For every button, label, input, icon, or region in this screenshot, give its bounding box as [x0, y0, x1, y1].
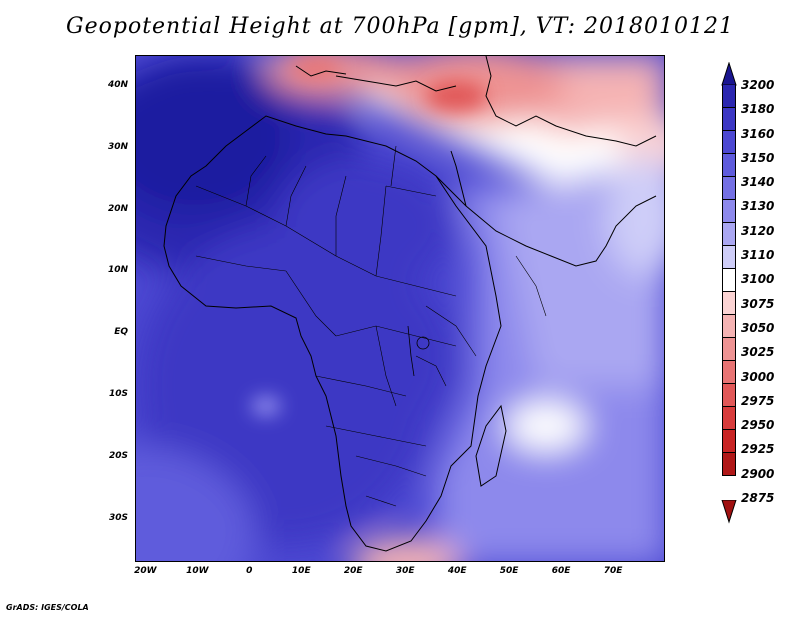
lon-label: 20W	[134, 566, 157, 576]
lake-victoria	[416, 336, 430, 350]
coastlines	[163, 56, 657, 552]
grads-credit: GrADS: IGES/COLA	[6, 603, 89, 612]
lat-label: 20N	[107, 203, 128, 214]
colorbar-label: 3180	[741, 102, 775, 116]
colorbar-label: 2975	[741, 394, 775, 408]
colorbar-segment	[722, 246, 736, 269]
colorbar-label: 2925	[741, 442, 775, 456]
map-plot-area	[135, 55, 665, 562]
colorbar-legend: 3200 3180 3160 3150 3140 3130 3120 3110 …	[721, 62, 782, 560]
lon-label: 10W	[186, 566, 209, 576]
colorbar-segment	[722, 108, 736, 131]
colorbar-label: 3120	[741, 224, 775, 238]
lon-label: 40E	[447, 566, 467, 576]
lon-label: 70E	[603, 566, 623, 576]
lon-label: 0	[246, 566, 253, 576]
colorbar-label: 2875	[741, 491, 775, 505]
lat-label: 30S	[108, 512, 128, 523]
colorbar-segment	[722, 200, 736, 223]
lat-label: 40N	[107, 79, 128, 90]
lat-label: 30N	[107, 141, 128, 152]
lat-label: 20S	[108, 450, 128, 461]
lake-tanganyika	[407, 325, 415, 377]
colorbar-top-arrow	[721, 62, 737, 86]
colorbar-label: 3100	[741, 272, 775, 286]
colorbar-segment	[722, 292, 736, 315]
colorbar-label: 2950	[741, 418, 775, 432]
colorbar-segment	[722, 407, 736, 430]
colorbar-segment	[722, 223, 736, 246]
colorbar-segment	[722, 453, 736, 476]
colorbar-segment	[722, 85, 736, 108]
lon-label: 20E	[343, 566, 363, 576]
colorbar-label: 3025	[741, 345, 775, 359]
colorbar-segment	[722, 338, 736, 361]
colorbar-label: 3075	[741, 297, 775, 311]
lon-label: 50E	[499, 566, 519, 576]
lon-label: 10E	[291, 566, 311, 576]
country-borders	[195, 145, 547, 507]
colorbar-segment	[722, 131, 736, 154]
map-title: Geopotential Height at 700hPa [gpm], VT:…	[66, 14, 734, 39]
geopotential-field	[136, 56, 664, 561]
colorbar-segment	[722, 154, 736, 177]
lat-label: EQ	[114, 327, 128, 338]
colorbar-label: 3110	[741, 248, 775, 262]
colorbar-label: 3160	[741, 127, 775, 141]
colorbar-label: 3000	[741, 370, 775, 384]
colorbar-segment	[722, 177, 736, 200]
lat-label: 10N	[107, 265, 128, 276]
colorbar-segment	[722, 269, 736, 292]
lat-label: 10S	[108, 389, 128, 400]
lon-label: 30E	[395, 566, 415, 576]
colorbar-label: 3150	[741, 151, 775, 165]
colorbar-label: 3050	[741, 321, 775, 335]
lon-label: 60E	[551, 566, 571, 576]
colorbar-bottom-arrow	[721, 500, 737, 524]
colorbar-label: 3130	[741, 199, 775, 213]
colorbar-label: 3200	[741, 78, 775, 92]
colorbar-segment	[722, 361, 736, 384]
colorbar-segment	[722, 315, 736, 338]
colorbar-segment	[722, 430, 736, 453]
colorbar-label: 2900	[741, 467, 775, 481]
colorbar-label: 3140	[741, 175, 775, 189]
colorbar-segment	[722, 384, 736, 407]
